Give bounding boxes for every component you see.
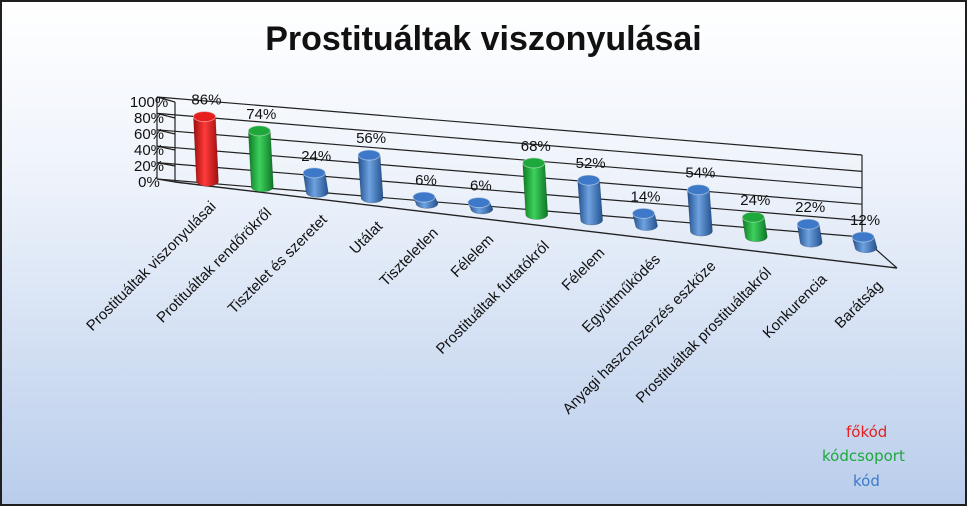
y-tick-label: 80% xyxy=(134,110,164,127)
data-label: 6% xyxy=(470,178,492,195)
legend-label: kód xyxy=(853,472,880,490)
x-tick-label: Konkurencia xyxy=(760,270,831,341)
x-tick-label: Prostituáltak futtatókról xyxy=(433,238,553,358)
legend-label: kódcsoport xyxy=(822,447,905,465)
y-tick-label: 60% xyxy=(134,126,164,143)
y-tick-label: 40% xyxy=(134,142,164,159)
legend-item-fokod: főkód xyxy=(846,423,887,441)
bar xyxy=(467,197,494,215)
data-label: 14% xyxy=(631,188,661,205)
bar xyxy=(687,184,713,237)
bar xyxy=(302,167,329,198)
y-tick-label: 20% xyxy=(134,158,164,175)
bar-top xyxy=(796,218,820,230)
bar-top xyxy=(467,197,491,208)
bar-top xyxy=(522,157,546,169)
legend-item-kodcsoport: kódcsoport xyxy=(822,447,905,465)
x-tick-label: Tiszteletlen xyxy=(376,225,441,290)
chart-title: Prostituáltak viszonyulásai xyxy=(265,20,702,58)
bar xyxy=(851,231,878,253)
data-label: 6% xyxy=(415,172,437,189)
gridline-side xyxy=(156,129,176,135)
bar xyxy=(796,218,823,248)
x-axis-line xyxy=(174,181,898,269)
x-tick-label: Barátság xyxy=(832,277,886,331)
x-tick-label: Prostituáltak viszonyulásai xyxy=(83,198,219,334)
chart-axes: 0%20%40%60%80%100% xyxy=(130,94,898,269)
bar xyxy=(577,174,603,226)
chart-bars xyxy=(193,111,878,253)
data-label: 74% xyxy=(246,106,276,123)
data-label: 52% xyxy=(576,155,606,172)
gridline xyxy=(156,162,863,222)
bar-top xyxy=(412,191,436,203)
gridline-side xyxy=(156,178,176,183)
bar xyxy=(522,157,549,220)
data-label: 24% xyxy=(301,148,331,165)
bar-top xyxy=(741,211,765,223)
data-label: 22% xyxy=(795,199,825,216)
x-tick-label: Félelem xyxy=(448,231,498,281)
bar xyxy=(412,191,439,209)
x-tick-label: Prostituáltak prostituáltakról xyxy=(633,264,775,406)
data-label: 54% xyxy=(685,165,715,182)
gridline xyxy=(156,129,863,189)
bar xyxy=(247,125,274,193)
gridline xyxy=(156,96,863,156)
gridline xyxy=(156,145,863,205)
gridline-side xyxy=(156,145,176,151)
bar-top xyxy=(851,231,875,243)
bar xyxy=(193,111,219,187)
data-label: 24% xyxy=(740,192,770,209)
data-label: 86% xyxy=(191,92,221,109)
gridline-side xyxy=(156,96,176,103)
x-tick-label: Utálat xyxy=(346,217,386,257)
bar-top xyxy=(632,207,655,219)
bar-top xyxy=(357,149,381,161)
y-tick-label: 0% xyxy=(138,174,160,191)
data-label: 56% xyxy=(356,130,386,147)
bar xyxy=(357,149,384,204)
bar-top xyxy=(687,184,710,196)
bar-top xyxy=(193,111,216,122)
data-label: 12% xyxy=(850,212,880,229)
bar-body xyxy=(193,111,219,187)
legend-item-kod: kód xyxy=(853,472,880,490)
bar xyxy=(632,207,658,231)
bar xyxy=(741,211,768,242)
bar-top xyxy=(247,125,271,137)
gridline-side xyxy=(156,112,176,119)
x-tick-label: Protituáltak rendőrökről xyxy=(153,205,275,327)
x-tick-label: Félelem xyxy=(559,244,609,294)
legend-label: főkód xyxy=(846,423,888,441)
gridline-side xyxy=(156,162,176,167)
bar-top xyxy=(302,167,326,179)
y-tick-label: 100% xyxy=(130,94,168,111)
gridline xyxy=(156,112,863,172)
data-label: 68% xyxy=(521,138,551,155)
bar-top xyxy=(577,174,601,186)
